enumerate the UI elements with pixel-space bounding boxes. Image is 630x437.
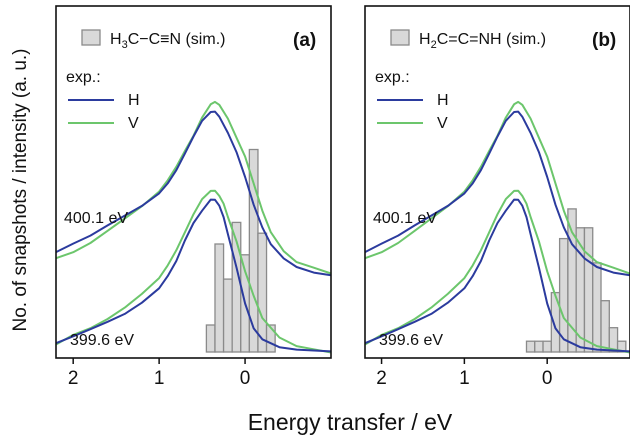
legend-histogram-label: H2C=C=NH (sim.) — [419, 31, 546, 51]
legend-series-label: H — [437, 92, 449, 109]
lower-curve-V — [364, 189, 630, 354]
energy-label-lower: 399.6 eV — [379, 332, 443, 349]
lower-curve-H — [55, 198, 332, 353]
panel-b: 2 1 0 H2C=C=NH (sim.) (b) exp.: HV 400.1 eV 399.… — [364, 5, 630, 389]
legend-series-label: H — [128, 92, 140, 109]
legend-histogram-swatch — [390, 29, 410, 46]
histogram-bar — [205, 324, 216, 353]
panel-a: 2 1 0 H3C−C≡N (sim.) (a) exp.: HV 400.1 eV 399.6… — [55, 5, 332, 389]
histogram-bar — [583, 227, 594, 353]
histogram-bar — [257, 232, 268, 353]
lower-curve-V — [55, 189, 332, 354]
legend-histogram-label: H3C−C≡N (sim.) — [110, 31, 225, 51]
x-tick-label: 1 — [459, 368, 470, 389]
histogram-bar — [608, 327, 619, 353]
histogram-bar — [600, 300, 610, 353]
upper-curve-V — [364, 100, 630, 275]
legend-exp-label: exp.: — [66, 69, 101, 86]
upper-curve-H — [55, 110, 332, 277]
energy-label-upper: 400.1 eV — [64, 210, 128, 227]
x-tick-label: 0 — [240, 368, 251, 389]
histogram-bar — [265, 324, 276, 353]
histogram-bar — [592, 262, 602, 353]
histogram-bar — [616, 340, 627, 353]
histogram-bar — [222, 278, 233, 353]
panel-tag: (b) — [592, 30, 616, 51]
x-axis-title: Energy transfer / eV — [248, 409, 453, 435]
legend-histogram-swatch — [81, 29, 101, 46]
x-tick-label: 2 — [68, 368, 79, 389]
histogram-bar — [214, 243, 225, 353]
x-tick-label: 0 — [542, 368, 553, 389]
x-tick-label: 1 — [154, 368, 165, 389]
plot-frame — [364, 5, 630, 359]
energy-label-upper: 400.1 eV — [373, 210, 437, 227]
x-tick-label: 2 — [376, 368, 387, 389]
legend-series-label: V — [437, 115, 448, 132]
legend-series-label: V — [128, 115, 139, 132]
panel-tag: (a) — [293, 30, 316, 51]
energy-label-lower: 399.6 eV — [70, 332, 134, 349]
histogram-bar — [534, 340, 544, 353]
legend-exp-label: exp.: — [375, 69, 410, 86]
plot-frame — [55, 5, 332, 359]
lower-curve-H — [364, 198, 630, 353]
y-axis-title: No. of snapshots / intensity (a. u.) — [10, 48, 31, 331]
upper-curve-H — [364, 110, 630, 277]
histogram-bar — [542, 340, 552, 353]
histogram-bar — [525, 340, 536, 353]
upper-curve-V — [55, 100, 332, 275]
